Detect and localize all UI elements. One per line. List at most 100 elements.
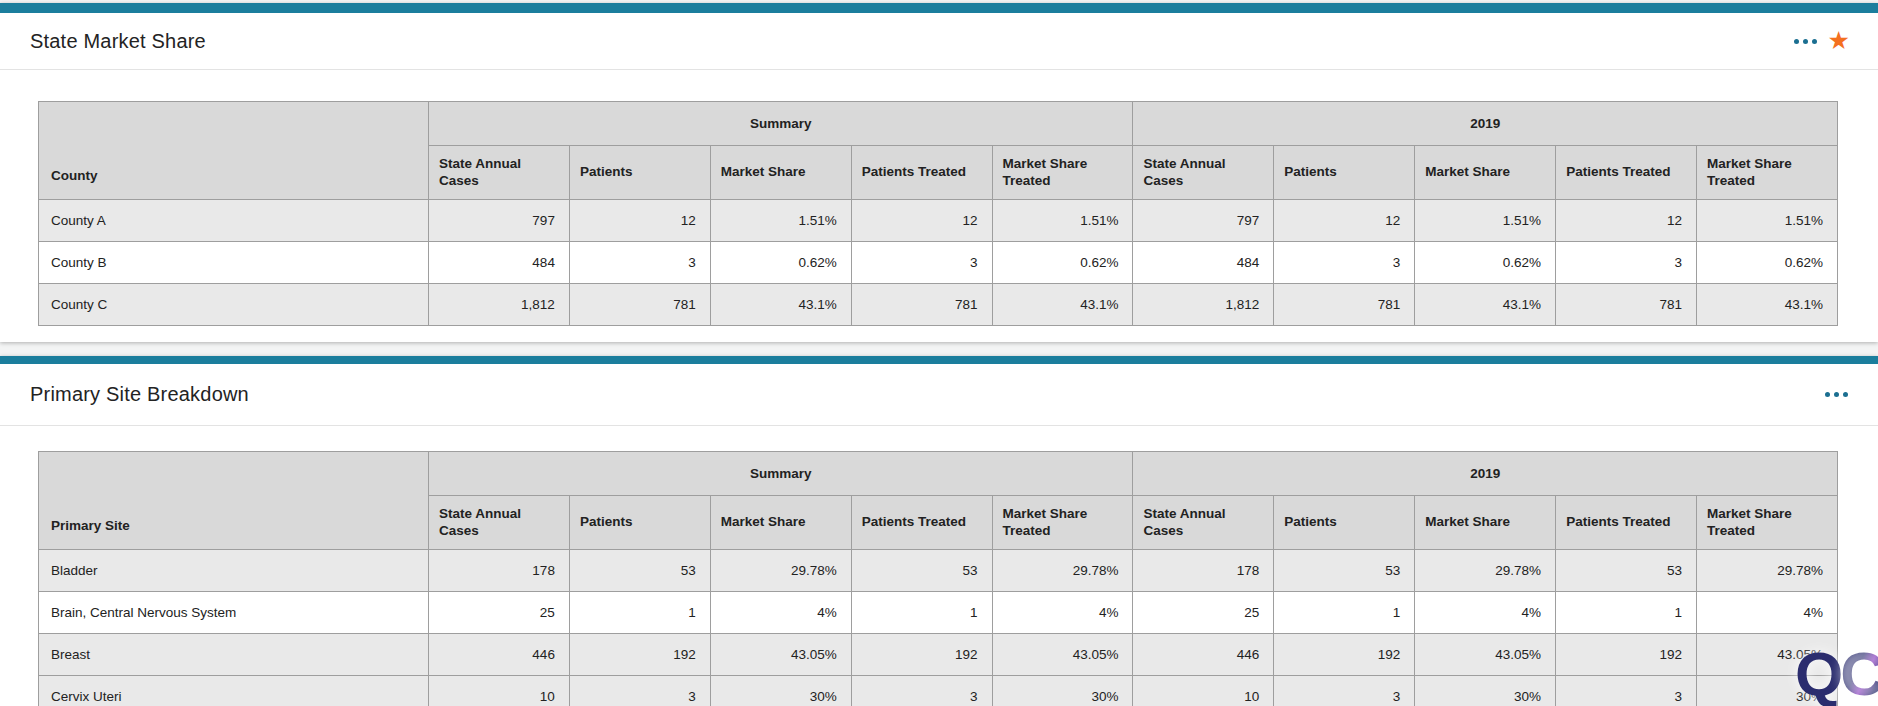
column-header: State Annual Cases xyxy=(1133,496,1274,550)
panel-header: State Market Share ★ xyxy=(0,13,1878,70)
column-header: Market Share Treated xyxy=(992,496,1133,550)
cell-value: 781 xyxy=(1556,284,1697,326)
cell-value: 43.1% xyxy=(992,284,1133,326)
column-header: Patients xyxy=(1274,496,1415,550)
cell-value: 4% xyxy=(1697,592,1838,634)
table-row: County C1,81278143.1%78143.1%1,81278143.… xyxy=(39,284,1838,326)
column-header: State Annual Cases xyxy=(429,496,570,550)
cell-value: 1.51% xyxy=(710,200,851,242)
panel-title: Primary Site Breakdown xyxy=(30,383,249,406)
panel-actions: ★ xyxy=(1792,29,1850,54)
row-label: Cervix Uteri xyxy=(39,676,429,706)
row-label: County A xyxy=(39,200,429,242)
favorite-star-icon[interactable]: ★ xyxy=(1828,28,1850,53)
column-header: Patients Treated xyxy=(851,146,992,200)
cell-value: 0.62% xyxy=(1415,242,1556,284)
cell-value: 30% xyxy=(710,676,851,706)
cell-value: 4% xyxy=(710,592,851,634)
cell-value: 1.51% xyxy=(992,200,1133,242)
cell-value: 178 xyxy=(1133,550,1274,592)
cell-value: 781 xyxy=(569,284,710,326)
cell-value: 1,812 xyxy=(429,284,570,326)
cell-value: 43.1% xyxy=(1415,284,1556,326)
state-market-share-table: CountySummary2019State Annual CasesPatie… xyxy=(38,101,1838,326)
row-label: Brain, Central Nervous System xyxy=(39,592,429,634)
cell-value: 446 xyxy=(1133,634,1274,676)
cell-value: 484 xyxy=(1133,242,1274,284)
cell-value: 3 xyxy=(569,242,710,284)
cell-value: 12 xyxy=(1274,200,1415,242)
column-header: Patients Treated xyxy=(1556,496,1697,550)
table-container: Primary SiteSummary2019State Annual Case… xyxy=(0,426,1878,706)
cell-value: 30% xyxy=(992,676,1133,706)
cell-value: 1 xyxy=(569,592,710,634)
cell-value: 1 xyxy=(1556,592,1697,634)
cell-value: 3 xyxy=(1556,676,1697,706)
cell-value: 43.1% xyxy=(1697,284,1838,326)
column-group-header: Summary xyxy=(429,452,1133,496)
cell-value: 178 xyxy=(429,550,570,592)
cell-value: 1 xyxy=(851,592,992,634)
cell-value: 43.05% xyxy=(992,634,1133,676)
cell-value: 29.78% xyxy=(1415,550,1556,592)
cell-value: 1 xyxy=(1274,592,1415,634)
row-label: County B xyxy=(39,242,429,284)
cell-value: 781 xyxy=(1274,284,1415,326)
column-header: Market Share xyxy=(710,146,851,200)
cell-value: 4% xyxy=(992,592,1133,634)
table-row: Bladder1785329.78%5329.78%1785329.78%532… xyxy=(39,550,1838,592)
panel-accent-bar xyxy=(0,3,1878,13)
cell-value: 43.05% xyxy=(1415,634,1556,676)
row-label: Breast xyxy=(39,634,429,676)
qc-logo-letter-q: Q xyxy=(1795,639,1840,706)
qc-logo-letter-c: C xyxy=(1840,639,1878,706)
primary-site-breakdown-table: Primary SiteSummary2019State Annual Case… xyxy=(38,451,1838,706)
cell-value: 30% xyxy=(1415,676,1556,706)
cell-value: 10 xyxy=(1133,676,1274,706)
cell-value: 3 xyxy=(851,676,992,706)
column-header: Patients xyxy=(1274,146,1415,200)
cell-value: 53 xyxy=(1274,550,1415,592)
cell-value: 0.62% xyxy=(710,242,851,284)
cell-value: 797 xyxy=(1133,200,1274,242)
cell-value: 12 xyxy=(1556,200,1697,242)
more-options-icon[interactable] xyxy=(1823,388,1850,401)
column-header: Patients Treated xyxy=(1556,146,1697,200)
cell-value: 29.78% xyxy=(710,550,851,592)
row-header-label: County xyxy=(39,102,429,200)
table-row: Breast44619243.05%19243.05%44619243.05%1… xyxy=(39,634,1838,676)
cell-value: 4% xyxy=(1415,592,1556,634)
column-header: Market Share Treated xyxy=(992,146,1133,200)
cell-value: 1.51% xyxy=(1697,200,1838,242)
more-options-icon[interactable] xyxy=(1792,35,1819,48)
cell-value: 1.51% xyxy=(1415,200,1556,242)
row-label: Bladder xyxy=(39,550,429,592)
row-label: County C xyxy=(39,284,429,326)
cell-value: 3 xyxy=(1274,242,1415,284)
column-header: Patients Treated xyxy=(851,496,992,550)
cell-value: 53 xyxy=(851,550,992,592)
cell-value: 192 xyxy=(569,634,710,676)
cell-value: 0.62% xyxy=(1697,242,1838,284)
cell-value: 12 xyxy=(569,200,710,242)
primary-site-breakdown-panel: Primary Site Breakdown Primary SiteSumma… xyxy=(0,356,1878,706)
cell-value: 192 xyxy=(1556,634,1697,676)
cell-value: 29.78% xyxy=(992,550,1133,592)
panel-title: State Market Share xyxy=(30,30,206,53)
cell-value: 25 xyxy=(429,592,570,634)
cell-value: 3 xyxy=(851,242,992,284)
table-row: County A797121.51%121.51%797121.51%121.5… xyxy=(39,200,1838,242)
row-header-label: Primary Site xyxy=(39,452,429,550)
column-header: Market Share xyxy=(710,496,851,550)
column-header: State Annual Cases xyxy=(1133,146,1274,200)
column-group-header: 2019 xyxy=(1133,102,1838,146)
column-header: Market Share xyxy=(1415,146,1556,200)
column-header: Market Share Treated xyxy=(1697,496,1838,550)
cell-value: 25 xyxy=(1133,592,1274,634)
state-market-share-panel: State Market Share ★ CountySummary2019St… xyxy=(0,3,1878,342)
table-row: Cervix Uteri10330%330%10330%330% xyxy=(39,676,1838,706)
cell-value: 10 xyxy=(429,676,570,706)
panel-actions xyxy=(1823,388,1850,401)
column-header: State Annual Cases xyxy=(429,146,570,200)
column-header: Patients xyxy=(569,496,710,550)
